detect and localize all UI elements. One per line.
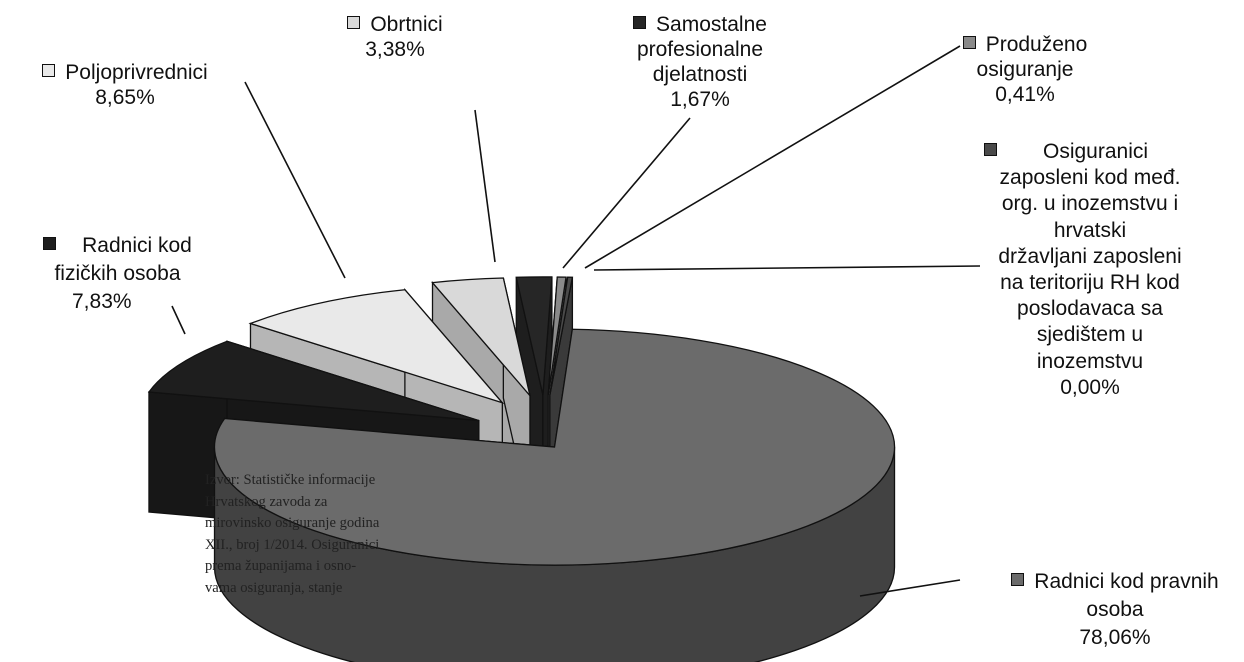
label-osiguranici-line-9: inozemstvu (1036, 349, 1144, 373)
label-obrtnici: Obrtnici 3,38% (320, 12, 470, 62)
slice-4-top (515, 276, 553, 396)
slice-6-top (549, 276, 574, 396)
label-produzeno-value: 0,41% (995, 83, 1055, 106)
pie-slices (147, 276, 896, 662)
label-obrtnici-name: Obrtnici (370, 13, 443, 36)
label-radnici-pravne-line-1: Radnici kod pravnih (1034, 570, 1219, 593)
legend-square-icon (347, 15, 361, 29)
label-poljoprivrednici-name: Poljoprivrednici (65, 61, 208, 84)
label-osiguranici-line-1: Osiguranici (1043, 140, 1149, 163)
legend-square-icon (43, 236, 57, 250)
label-samostalne-line-1: Samostalne (656, 13, 767, 36)
label-samostalne-value: 1,67% (670, 88, 730, 111)
label-osiguranici-line-5: državljani zaposleni (998, 244, 1182, 268)
slice-0 (213, 328, 896, 662)
label-produzeno-line-2: osiguranje (976, 58, 1074, 81)
legend-square-icon (1011, 572, 1025, 586)
slice-3-top (431, 277, 531, 397)
label-osiguranici-value: 0,00% (1060, 375, 1120, 399)
label-samostalne-line-3: djelatnosti (652, 63, 748, 86)
label-radnici-pravne: Radnici kod pravnih osoba 78,06% (990, 568, 1240, 652)
leader-line-3 (474, 109, 496, 263)
label-poljoprivrednici: Poljoprivrednici 8,65% (15, 60, 235, 110)
legend-square-icon (984, 142, 997, 156)
legend-square-icon (633, 15, 647, 29)
leader-line-5 (584, 45, 961, 269)
label-osiguranici-line-2: zaposleni kod međ. (999, 166, 1181, 190)
label-osiguranici-name-row: Osiguranici (960, 139, 1220, 165)
leader-line-0 (859, 579, 961, 597)
label-radnici-fizicke-line-1: Radnici kod (82, 234, 192, 257)
leader-line-6 (593, 265, 981, 271)
label-osiguranici-line-3: org. u inozemstvu i (1001, 192, 1179, 216)
slice-0-top (213, 328, 896, 566)
slice-1-top (147, 340, 480, 422)
leader-line-4 (562, 117, 691, 269)
slice-5-top (547, 276, 567, 396)
label-radnici-fizicke-value: 7,83% (72, 290, 132, 313)
label-osiguranici: Osiguranici zaposleni kod međ. org. u in… (960, 139, 1220, 401)
label-radnici-fizicke-line-2: fizičkih osoba (54, 262, 181, 285)
label-osiguranici-line-4: hrvatski (1053, 218, 1127, 242)
source-note: Izvor: Statističke informacije Hrvatskog… (205, 472, 380, 596)
label-samostalne-line-2: profesionalne (636, 38, 764, 61)
label-poljoprivrednici-name-row: Poljoprivrednici (15, 60, 235, 85)
leader-line-2 (244, 81, 346, 279)
label-samostalne: Samostalne profesionalne djelatnosti 1,6… (600, 12, 800, 112)
label-produzeno-line-1: Produženo (985, 33, 1088, 56)
label-obrtnici-value: 3,38% (365, 38, 425, 61)
label-osiguranici-line-7: poslodavaca sa (1017, 297, 1163, 321)
label-radnici-fizicke: Radnici kod fizičkih osoba 7,83% (10, 232, 225, 316)
slice-2-top (248, 289, 505, 405)
label-radnici-pravne-line-2: osoba (1086, 598, 1144, 621)
leader-lines (171, 45, 981, 597)
label-radnici-fizicke-name-row: Radnici kod (10, 232, 225, 260)
leader-line-1 (171, 305, 186, 335)
legend-square-icon (962, 35, 976, 49)
label-obrtnici-name-row: Obrtnici (320, 12, 470, 37)
label-poljoprivrednici-value: 8,65% (95, 86, 155, 109)
label-samostalne-name-row: Samostalne (600, 12, 800, 37)
label-radnici-pravne-name-row: Radnici kod pravnih (990, 568, 1240, 596)
label-radnici-pravne-value: 78,06% (1079, 626, 1151, 649)
label-produzeno-name-row: Produženo (945, 32, 1105, 57)
label-produzeno: Produženo osiguranje 0,41% (945, 32, 1105, 107)
label-osiguranici-line-6: na teritoriju RH kod (1000, 271, 1180, 295)
legend-square-icon (42, 63, 56, 77)
label-osiguranici-line-8: sjedištem u (1036, 323, 1144, 347)
